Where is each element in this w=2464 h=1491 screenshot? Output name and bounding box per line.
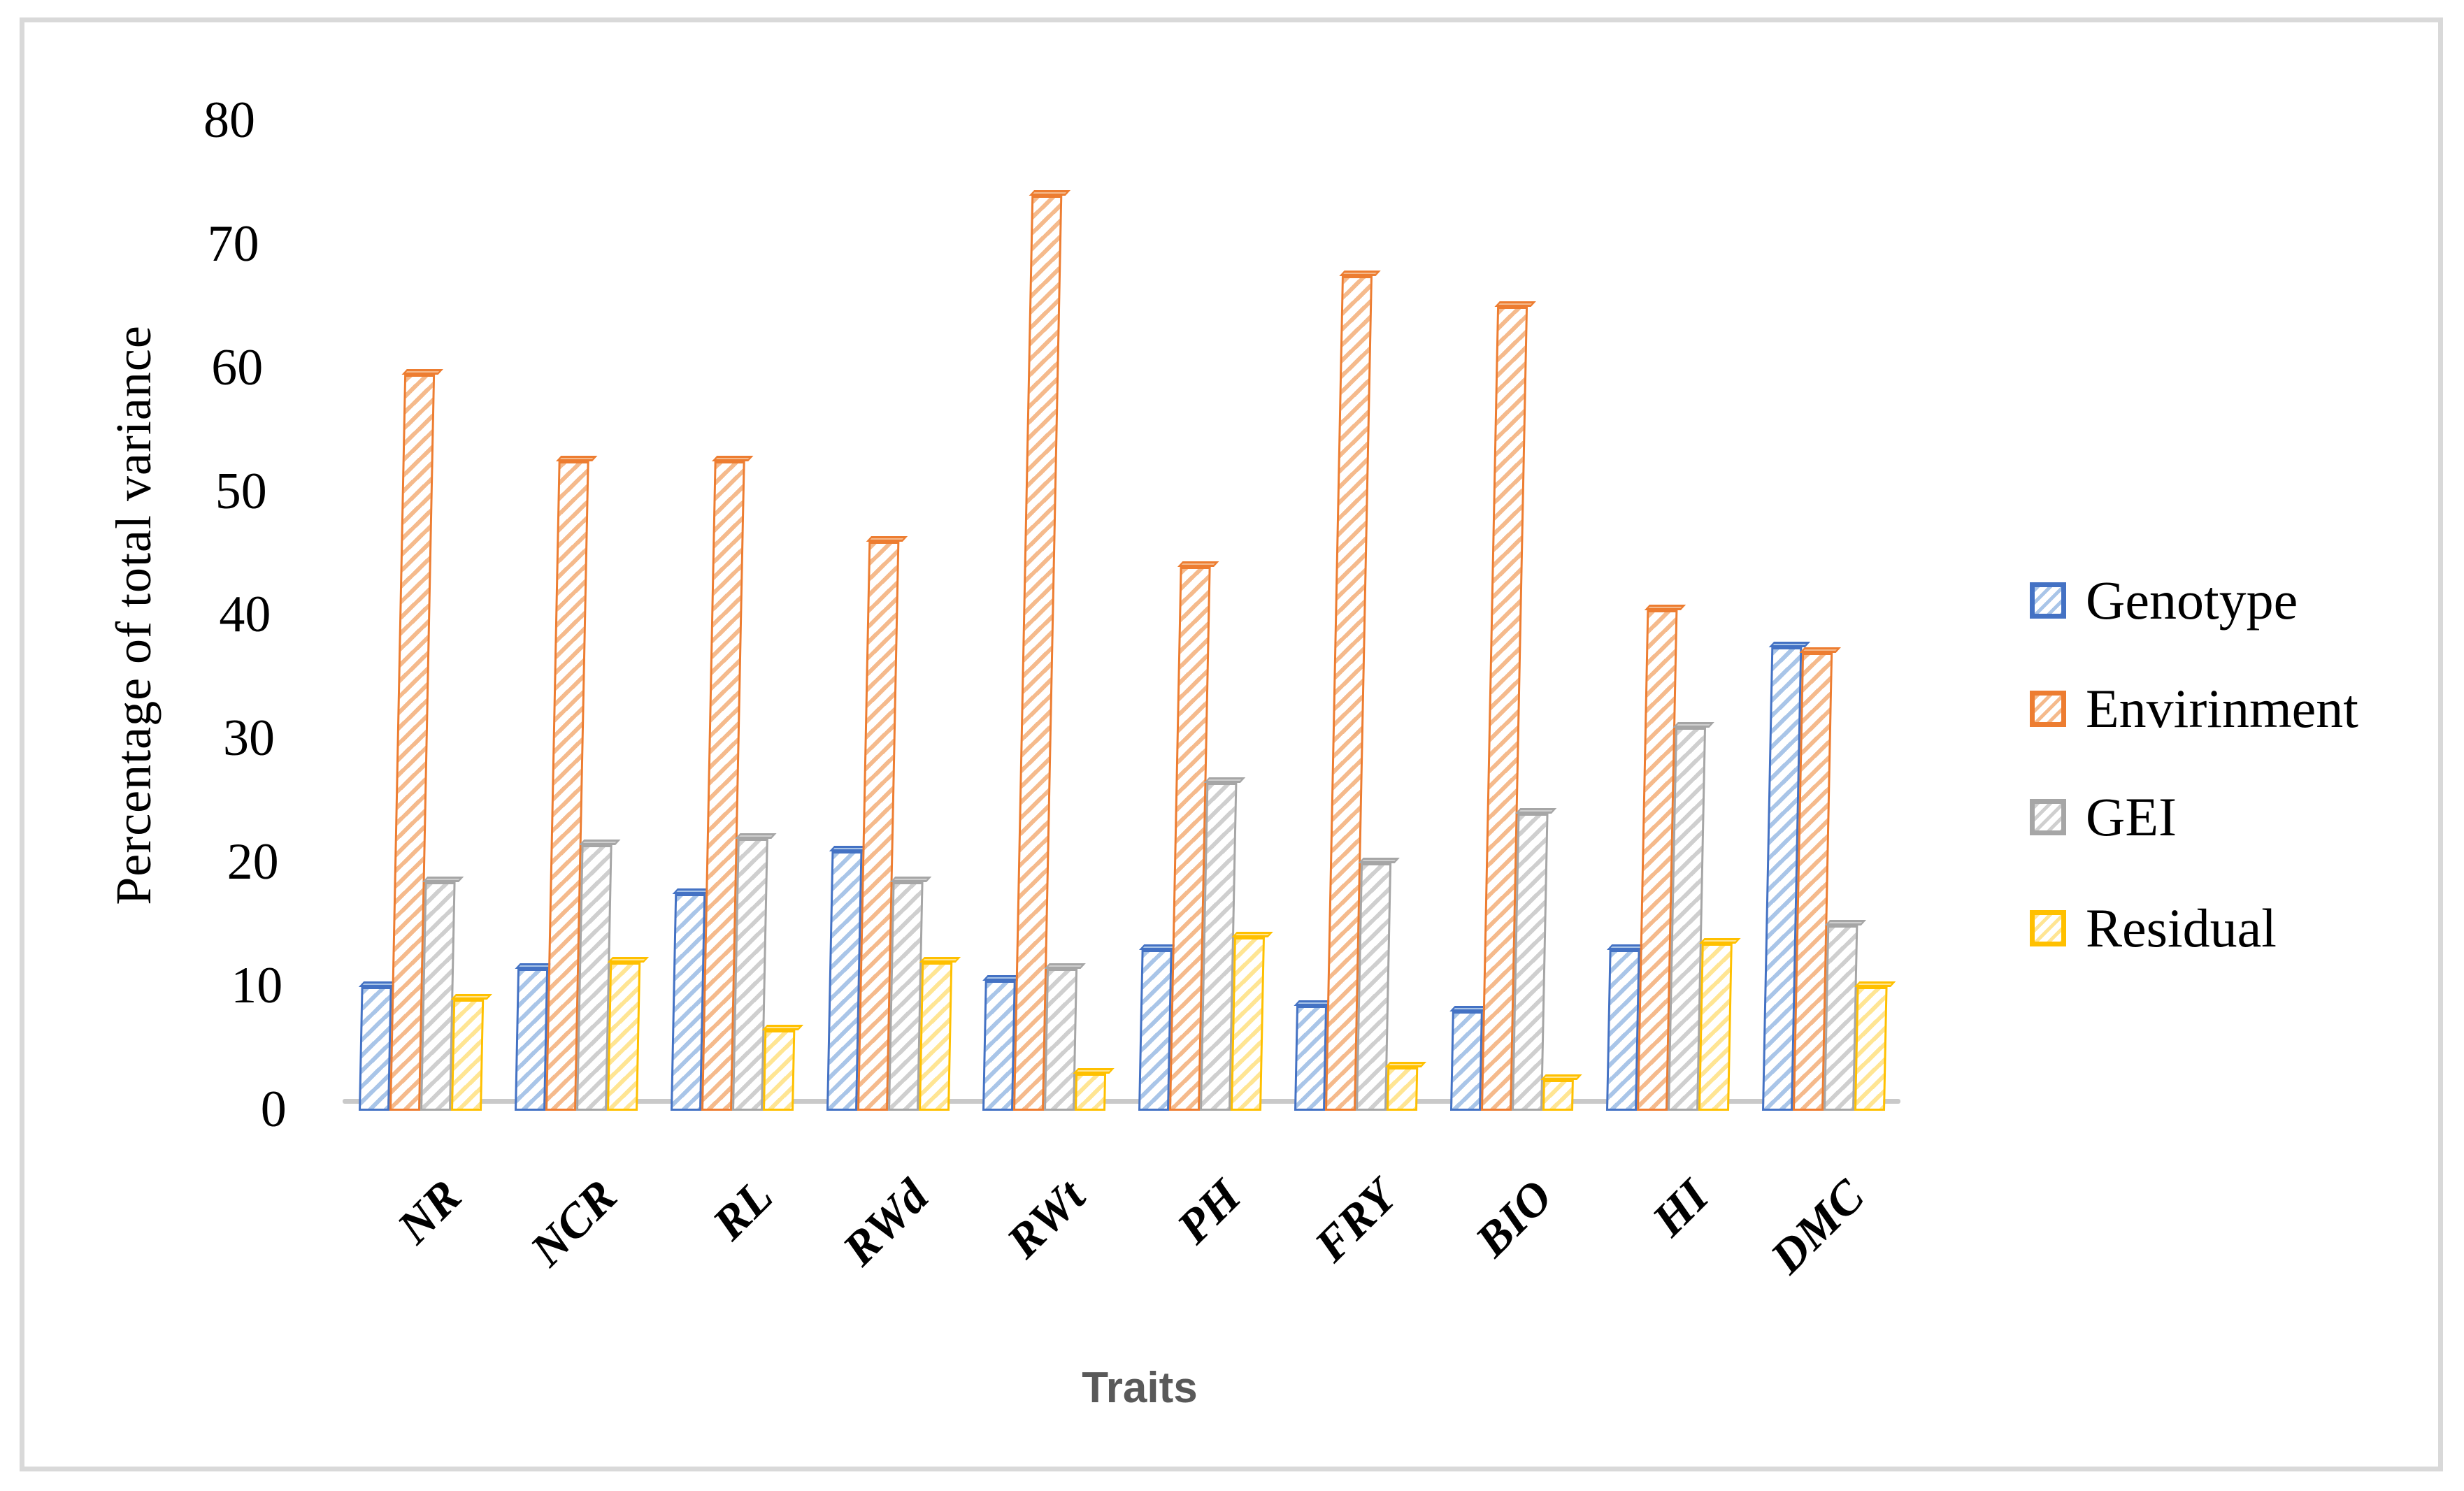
bar-residual-NCR — [607, 956, 650, 1111]
bar-top-face — [1494, 301, 1536, 308]
y-tick-label-0: 0 — [260, 1081, 287, 1138]
bar-top-face — [1231, 932, 1273, 938]
y-tick-label-80: 80 — [203, 91, 255, 149]
bar-top-face — [1029, 189, 1071, 196]
bar-genotype-HI — [1606, 944, 1649, 1111]
bar-top-face — [579, 839, 621, 845]
legend-item-residual: Residual — [2030, 901, 2277, 956]
legend-swatch-residual — [2030, 910, 2066, 946]
bar-residual-RWd — [919, 956, 961, 1111]
bar-gei-FRY — [1356, 858, 1400, 1111]
bar-genotype-NR — [358, 981, 401, 1111]
bar-gei-BIO — [1512, 808, 1557, 1111]
bar-genotype-PH — [1138, 944, 1181, 1111]
bar-gei-NCR — [576, 839, 621, 1111]
legend-swatch-genotype — [2030, 582, 2066, 619]
bar-genotype-RWd — [826, 845, 871, 1111]
bar-top-face — [1540, 1074, 1582, 1080]
bar-residual-PH — [1231, 932, 1273, 1111]
bar-top-face — [1824, 919, 1867, 925]
bar-top-face — [1799, 647, 1841, 654]
bar-top-face — [1044, 963, 1086, 969]
bar-top-face — [1768, 641, 1811, 647]
bar-top-face — [1339, 270, 1381, 276]
bar-gei-RWd — [888, 876, 932, 1111]
bar-residual-HI — [1698, 938, 1741, 1111]
bar-top-face — [1699, 938, 1741, 944]
figure-border — [20, 17, 2443, 1471]
y-tick-label-60: 60 — [211, 338, 264, 396]
bar-top-face — [1854, 981, 1896, 988]
legend-item-genotype: Genotype — [2030, 573, 2298, 628]
bar-top-face — [1177, 561, 1219, 567]
x-axis-title: Traits — [1082, 1364, 1198, 1412]
y-tick-label-20: 20 — [227, 833, 279, 891]
legend-label-envirinment: Envirinment — [2086, 678, 2358, 739]
legend-swatch-envirinment — [2030, 691, 2066, 727]
bar-residual-NR — [450, 993, 492, 1111]
bar-genotype-RL — [671, 888, 714, 1111]
baseline — [343, 1099, 1900, 1104]
bar-top-face — [735, 833, 777, 839]
bar-top-face — [712, 456, 754, 462]
bar-genotype-NCR — [515, 963, 557, 1111]
legend-label-genotype: Genotype — [2086, 570, 2298, 631]
bar-residual-DMC — [1854, 981, 1896, 1111]
y-tick-label-40: 40 — [219, 586, 271, 644]
bar-top-face — [761, 1025, 804, 1030]
bar-genotype-FRY — [1294, 1000, 1335, 1111]
bar-top-face — [607, 956, 650, 963]
bar-gei-NR — [420, 876, 464, 1111]
bar-residual-FRY — [1384, 1062, 1427, 1111]
bar-top-face — [1203, 777, 1246, 784]
bar-residual-BIO — [1540, 1074, 1582, 1111]
legend-swatch-gei — [2030, 799, 2066, 835]
bar-gei-RL — [732, 833, 777, 1111]
bar-top-face — [1358, 858, 1400, 864]
bar-gei-RWt — [1044, 963, 1086, 1111]
legend-item-envirinment: Envirinment — [2030, 682, 2358, 736]
bar-top-face — [401, 369, 443, 375]
bar-top-face — [1073, 1067, 1115, 1074]
bar-top-face — [1672, 721, 1714, 728]
legend-label-residual: Residual — [2086, 898, 2277, 958]
bar-top-face — [1644, 604, 1686, 610]
bar-top-face — [1384, 1062, 1427, 1068]
bar-top-face — [422, 876, 464, 882]
bar-top-face — [450, 993, 492, 1000]
legend-item-gei: GEI — [2030, 790, 2177, 844]
bar-residual-RWt — [1073, 1067, 1115, 1111]
bar-genotype-RWt — [982, 975, 1024, 1111]
y-tick-label-30: 30 — [223, 710, 275, 768]
bar-top-face — [919, 956, 961, 963]
bar-top-face — [889, 876, 932, 882]
y-tick-label-70: 70 — [207, 215, 259, 273]
bar-residual-RL — [761, 1025, 804, 1111]
bar-top-face — [1514, 808, 1557, 814]
y-tick-label-50: 50 — [215, 462, 267, 520]
y-tick-label-10: 10 — [231, 957, 283, 1015]
bar-gei-DMC — [1824, 919, 1867, 1111]
bar-top-face — [866, 536, 908, 542]
legend-label-gei: GEI — [2086, 786, 2177, 847]
bar-genotype-BIO — [1449, 1006, 1491, 1111]
bar-top-face — [556, 456, 598, 462]
